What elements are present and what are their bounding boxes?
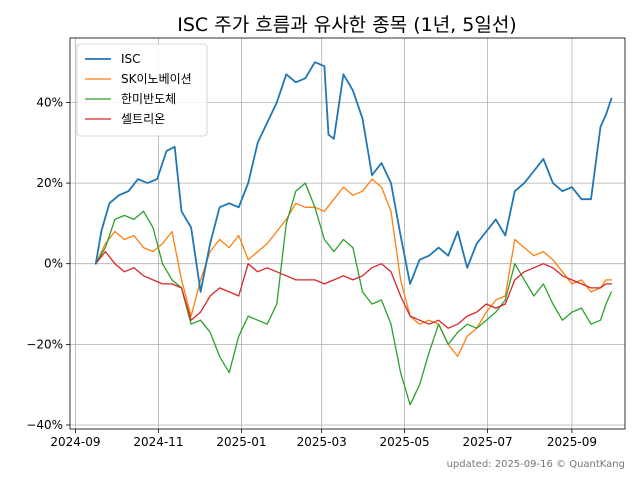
x-tick-label: 2024-11 <box>133 435 183 449</box>
legend-label: 한미반도체 <box>121 92 176 106</box>
x-tick-label: 2025-03 <box>297 435 347 449</box>
y-tick-label: 20% <box>36 176 63 190</box>
y-tick-label: 0% <box>44 257 63 271</box>
legend-label: ISC <box>121 52 141 66</box>
x-tick-label: 2025-05 <box>380 435 430 449</box>
chart-title: ISC 주가 흐름과 유사한 종목 (1년, 5일선) <box>177 14 516 36</box>
legend-label: SK이노베이션 <box>121 72 192 86</box>
x-tick-label: 2025-07 <box>463 435 513 449</box>
y-tick-label: −20% <box>26 337 63 351</box>
y-tick-label: 40% <box>36 96 63 110</box>
footer-credit: updated: 2025-09-16 © QuantKang <box>447 459 625 470</box>
x-tick-label: 2025-09 <box>547 435 597 449</box>
legend-label: 셀트리온 <box>121 112 165 126</box>
x-tick-label: 2024-09 <box>50 435 100 449</box>
y-tick-label: −40% <box>26 418 63 432</box>
x-tick-label: 2025-01 <box>216 435 266 449</box>
